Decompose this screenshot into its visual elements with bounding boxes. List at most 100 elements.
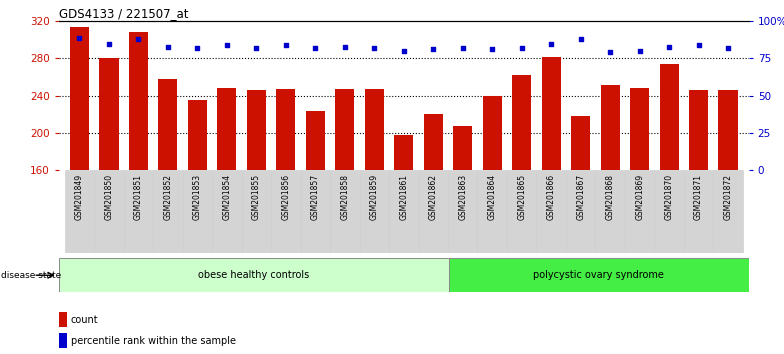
Bar xyxy=(129,32,148,170)
Bar xyxy=(94,170,124,253)
Point xyxy=(103,41,115,46)
Text: GSM201863: GSM201863 xyxy=(458,174,467,220)
Point xyxy=(427,47,440,52)
Bar xyxy=(655,170,684,253)
Text: GSM201865: GSM201865 xyxy=(517,174,526,220)
Bar xyxy=(423,114,443,170)
Point xyxy=(280,42,292,48)
Bar xyxy=(330,170,360,253)
Point xyxy=(633,48,646,54)
Point xyxy=(132,36,145,42)
Bar xyxy=(365,89,384,170)
Bar xyxy=(183,170,212,253)
Bar xyxy=(100,58,118,170)
Bar xyxy=(188,100,207,170)
Bar xyxy=(59,312,67,327)
Text: GSM201861: GSM201861 xyxy=(399,174,408,220)
Text: GSM201854: GSM201854 xyxy=(223,174,231,220)
Bar xyxy=(59,258,448,292)
Text: GSM201857: GSM201857 xyxy=(310,174,320,220)
Point xyxy=(162,44,174,49)
Bar xyxy=(247,90,266,170)
Point xyxy=(250,45,263,51)
Text: GSM201850: GSM201850 xyxy=(104,174,114,220)
Point xyxy=(662,44,675,49)
Text: GSM201868: GSM201868 xyxy=(606,174,615,220)
Bar xyxy=(389,170,419,253)
Bar xyxy=(158,79,177,170)
Point xyxy=(515,45,528,51)
Bar xyxy=(453,126,472,170)
Point xyxy=(339,44,351,49)
Text: GSM201869: GSM201869 xyxy=(635,174,644,220)
Text: GSM201864: GSM201864 xyxy=(488,174,497,220)
Text: GSM201866: GSM201866 xyxy=(546,174,556,220)
Bar xyxy=(595,170,625,253)
Bar xyxy=(300,170,330,253)
Text: count: count xyxy=(71,315,99,325)
Bar xyxy=(566,170,595,253)
Bar xyxy=(477,170,507,253)
Point xyxy=(397,48,410,54)
Point xyxy=(191,45,204,51)
Bar xyxy=(336,89,354,170)
Bar xyxy=(507,170,536,253)
Bar xyxy=(659,64,679,170)
Bar xyxy=(448,170,477,253)
Point xyxy=(486,47,499,52)
Bar xyxy=(306,112,325,170)
Bar xyxy=(448,258,749,292)
Bar xyxy=(571,116,590,170)
Point xyxy=(545,41,557,46)
Text: percentile rank within the sample: percentile rank within the sample xyxy=(71,336,236,346)
Bar xyxy=(70,27,89,170)
Text: GDS4133 / 221507_at: GDS4133 / 221507_at xyxy=(59,7,188,20)
Text: GSM201862: GSM201862 xyxy=(429,174,437,220)
Point xyxy=(604,50,616,55)
Text: GSM201855: GSM201855 xyxy=(252,174,261,220)
Text: GSM201872: GSM201872 xyxy=(724,174,732,220)
Bar xyxy=(630,88,649,170)
Text: GSM201867: GSM201867 xyxy=(576,174,585,220)
Text: GSM201849: GSM201849 xyxy=(75,174,84,220)
Bar xyxy=(483,96,502,170)
Text: GSM201871: GSM201871 xyxy=(694,174,703,220)
Point xyxy=(220,42,233,48)
Bar xyxy=(124,170,153,253)
Bar xyxy=(542,57,561,170)
Bar xyxy=(689,90,708,170)
Text: GSM201851: GSM201851 xyxy=(134,174,143,220)
Bar xyxy=(536,170,566,253)
Bar xyxy=(718,90,738,170)
Point xyxy=(692,42,705,48)
Point xyxy=(368,45,380,51)
Point xyxy=(456,45,469,51)
Bar xyxy=(394,135,413,170)
Text: GSM201859: GSM201859 xyxy=(370,174,379,220)
Text: GSM201870: GSM201870 xyxy=(665,174,673,220)
Text: GSM201852: GSM201852 xyxy=(163,174,172,220)
Bar xyxy=(684,170,713,253)
Point xyxy=(309,45,321,51)
Bar xyxy=(601,85,619,170)
Bar xyxy=(512,75,532,170)
Bar xyxy=(360,170,389,253)
Text: obese healthy controls: obese healthy controls xyxy=(198,270,310,280)
Bar xyxy=(713,170,742,253)
Text: GSM201858: GSM201858 xyxy=(340,174,350,220)
Text: polycystic ovary syndrome: polycystic ovary syndrome xyxy=(533,270,664,280)
Bar xyxy=(419,170,448,253)
Point xyxy=(73,35,85,40)
Bar xyxy=(153,170,183,253)
Bar xyxy=(217,88,237,170)
Point xyxy=(722,45,735,51)
Bar xyxy=(276,89,296,170)
Bar xyxy=(212,170,241,253)
Bar xyxy=(65,170,94,253)
Text: disease state: disease state xyxy=(1,271,61,280)
Bar xyxy=(271,170,300,253)
Point xyxy=(575,36,587,42)
Bar xyxy=(59,333,67,348)
Bar xyxy=(625,170,655,253)
Bar xyxy=(241,170,271,253)
